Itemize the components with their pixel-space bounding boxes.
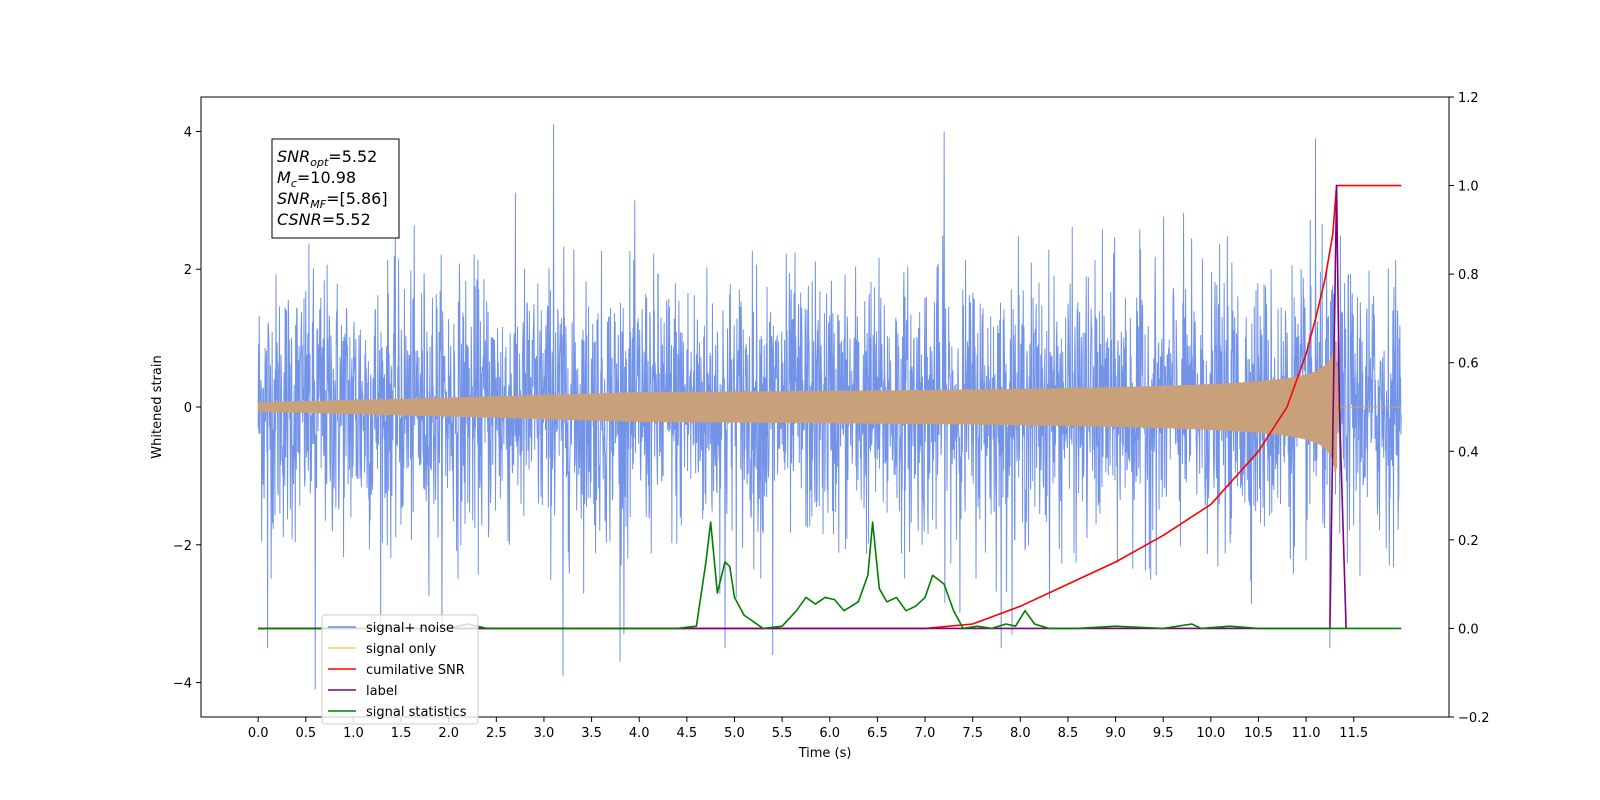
legend: signal+ noise signal only cumilative SNR la…	[321, 614, 479, 725]
legend-label: label	[366, 684, 397, 699]
legend-label: cumilative SNR	[366, 663, 465, 678]
y-tick-label: −4	[173, 677, 192, 692]
legend-label: signal only	[366, 642, 436, 657]
x-tick-label: 8.5	[1058, 726, 1079, 741]
y2-tick-label: −0.2	[1458, 711, 1490, 726]
y-tick-label: −2	[173, 539, 192, 554]
y-axis-left: −4 −2 0 2 4	[173, 125, 201, 692]
y-axis-label: Whitened strain	[150, 355, 165, 458]
series-label	[258, 184, 1347, 630]
legend-label: signal statistics	[366, 705, 467, 720]
y2-tick-label: 0.6	[1458, 357, 1479, 372]
series-signal-only	[257, 341, 1402, 473]
legend-label: signal+ noise	[366, 621, 454, 636]
y-tick-label: 0	[184, 401, 192, 416]
x-tick-label: 11.0	[1292, 726, 1321, 741]
annotation-line: SNRMF=[5.86]	[277, 189, 388, 211]
x-tick-label: 4.5	[677, 726, 698, 741]
x-tick-label: 4.0	[629, 726, 650, 741]
series-cumilative-snr	[258, 184, 1402, 630]
x-tick-label: 10.5	[1244, 726, 1273, 741]
legend-frame	[321, 614, 479, 725]
x-axis: 0.0 0.5 1.0 1.5 2.0 2.5 3.0 3.5 4.0 4.5 5.0 5.5 6.0 6…	[248, 717, 1368, 741]
annotation-frame	[271, 138, 400, 239]
x-tick-label: 7.0	[915, 726, 936, 741]
x-tick-label: 10.0	[1196, 726, 1225, 741]
x-tick-label: 0.0	[248, 726, 269, 741]
annotation-line: Mc=10.98	[277, 168, 356, 190]
annotation-line: SNRopt=5.52	[277, 147, 377, 169]
x-tick-label: 9.5	[1153, 726, 1174, 741]
x-tick-label: 7.5	[962, 726, 983, 741]
annotation-line: CSNR=5.52	[277, 210, 371, 229]
y2-tick-label: 0.0	[1458, 622, 1479, 637]
plot-series-layer	[257, 124, 1402, 690]
x-tick-label: 6.0	[819, 726, 840, 741]
x-tick-label: 0.5	[295, 726, 316, 741]
series-signal-statistics	[258, 521, 1402, 630]
y2-tick-label: 0.2	[1458, 534, 1479, 549]
x-tick-label: 1.0	[343, 726, 364, 741]
y2-tick-label: 1.0	[1458, 180, 1479, 195]
x-tick-label: 6.5	[867, 726, 888, 741]
x-tick-label: 2.0	[438, 726, 459, 741]
y2-tick-label: 0.8	[1458, 268, 1479, 283]
y2-tick-label: 1.2	[1458, 91, 1479, 106]
x-tick-label: 9.0	[1105, 726, 1126, 741]
x-tick-label: 2.5	[486, 726, 507, 741]
y2-tick-label: 0.4	[1458, 445, 1479, 460]
x-tick-label: 8.0	[1010, 726, 1031, 741]
y-axis-right: −0.2 0.0 0.2 0.4 0.6 0.8 1.0 1.2	[1449, 91, 1490, 726]
x-tick-label: 5.0	[724, 726, 745, 741]
x-tick-label: 3.5	[581, 726, 602, 741]
x-tick-label: 1.5	[391, 726, 412, 741]
y-tick-label: 2	[184, 263, 192, 278]
x-axis-label: Time (s)	[798, 746, 852, 761]
x-tick-label: 3.0	[534, 726, 555, 741]
y-tick-label: 4	[184, 125, 192, 140]
x-tick-label: 5.5	[772, 726, 793, 741]
x-tick-label: 11.5	[1339, 726, 1368, 741]
